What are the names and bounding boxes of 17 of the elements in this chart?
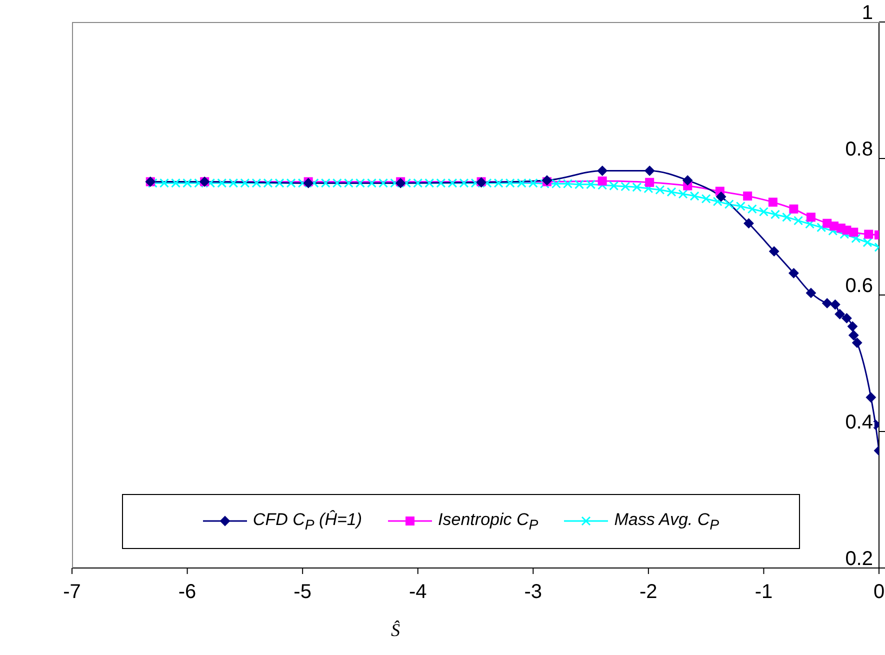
legend-label: CFD C$_{P}$ (Ĥ=1) (252, 510, 362, 534)
x-tick-label: -1 (754, 581, 773, 604)
legend-label: Isentropic C$_{P}$ (438, 510, 538, 534)
y-tick-label: 1 (862, 2, 873, 24)
x-tick-label: -5 (294, 581, 312, 604)
y-tick-label: 0.8 (845, 138, 873, 161)
x-tick-label: -4 (408, 581, 427, 604)
legend-label: Mass Avg. C$_{P}$ (614, 510, 720, 534)
x-tick-label: -2 (640, 581, 658, 604)
y-tick-label: 0.2 (845, 548, 873, 570)
x-tick-label: -3 (524, 581, 542, 604)
x-tick-label: -6 (178, 581, 196, 604)
y-tick-label: 0.4 (845, 412, 873, 434)
x-axis-title: Ŝ (391, 620, 400, 640)
y-tick-label: 0.6 (845, 275, 873, 298)
x-tick-label: -7 (63, 581, 81, 604)
x-tick-label: 0 (873, 581, 885, 604)
